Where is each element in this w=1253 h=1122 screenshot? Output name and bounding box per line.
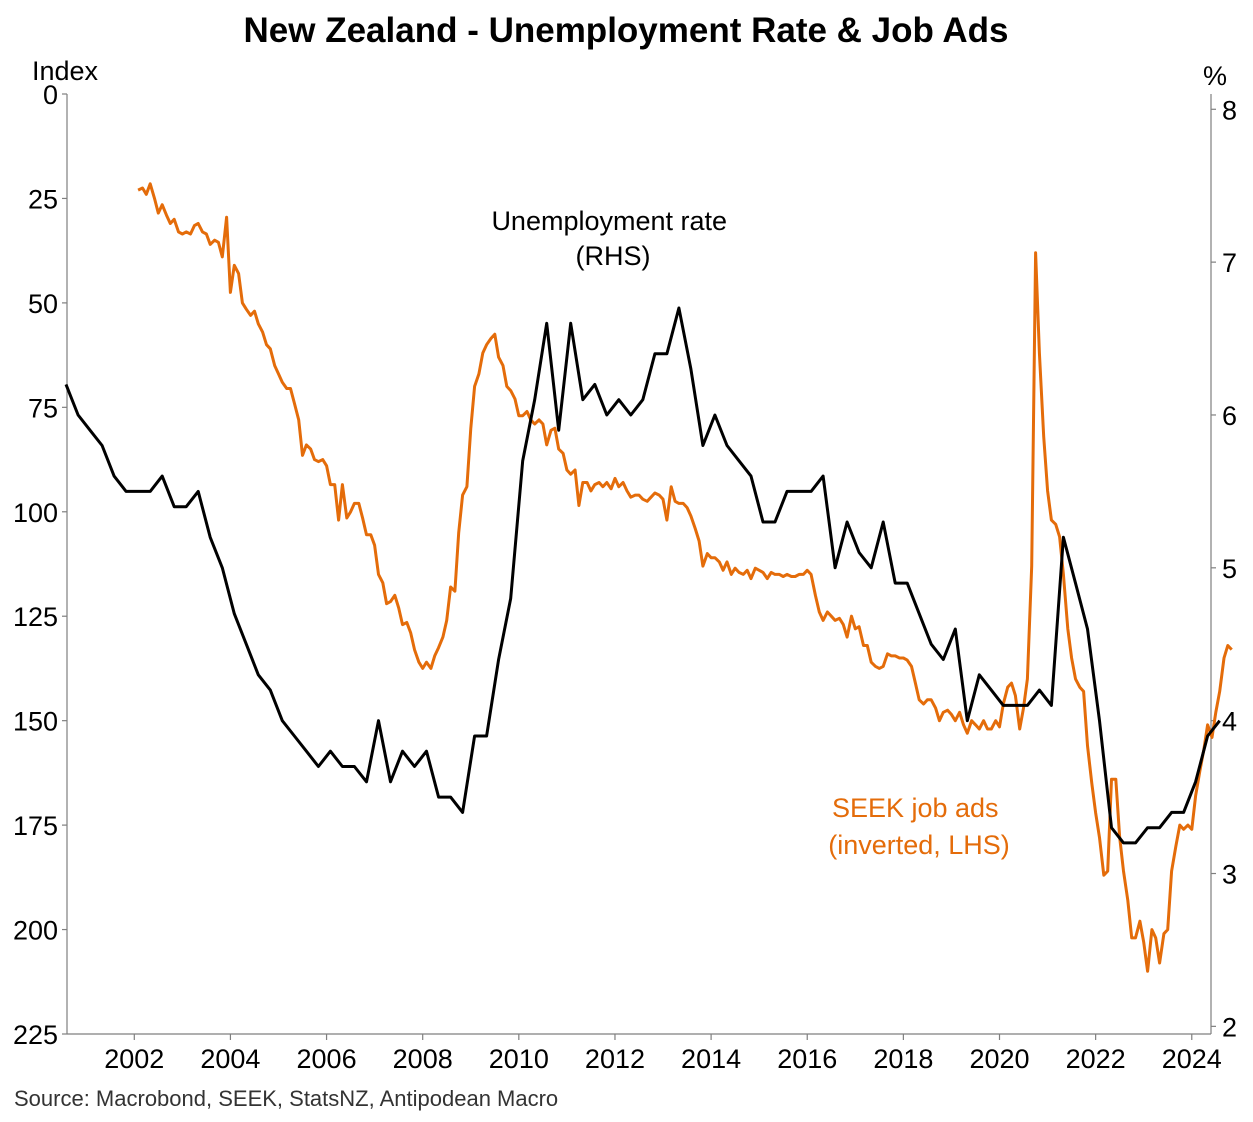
x-tick-label: 2004 bbox=[200, 1044, 260, 1074]
left-tick-label: 50 bbox=[28, 289, 58, 319]
right-tick-label: 5 bbox=[1222, 554, 1237, 584]
right-tick-label: 4 bbox=[1222, 707, 1237, 737]
unemployment-annotation-line1: Unemployment rate bbox=[491, 206, 727, 236]
seek-annotation-line2: (inverted, LHS) bbox=[828, 830, 1010, 860]
left-tick-label: 25 bbox=[28, 184, 58, 214]
x-tick-label: 2018 bbox=[873, 1044, 933, 1074]
left-tick-label: 75 bbox=[28, 393, 58, 423]
seek-job-ads-line bbox=[137, 182, 1233, 973]
left-axis-ticks: 0 25 50 75 100 125 150 175 200 225 bbox=[13, 80, 67, 1050]
right-tick-label: 8 bbox=[1222, 95, 1237, 125]
x-tick-label: 2020 bbox=[969, 1044, 1029, 1074]
right-axis-ticks: 2 3 4 5 6 7 8 bbox=[1211, 95, 1237, 1042]
left-tick-label: 125 bbox=[13, 602, 58, 632]
x-tick-label: 2024 bbox=[1162, 1044, 1222, 1074]
unemployment-rate-line bbox=[64, 306, 1221, 845]
x-axis-ticks: 2002 2004 2006 2008 2010 2012 2014 2016 2018 2020… bbox=[104, 1034, 1222, 1074]
unemployment-annotation-line2: (RHS) bbox=[576, 241, 651, 271]
chart-title: New Zealand - Unemployment Rate & Job Ad… bbox=[244, 11, 1009, 50]
left-tick-label: 225 bbox=[13, 1020, 58, 1050]
left-tick-label: 200 bbox=[13, 916, 58, 946]
right-tick-label: 3 bbox=[1222, 860, 1237, 890]
left-tick-label: 175 bbox=[13, 811, 58, 841]
left-tick-label: 100 bbox=[13, 498, 58, 528]
unemployment-annotation: Unemployment rate (RHS) bbox=[491, 206, 734, 271]
x-tick-label: 2010 bbox=[489, 1044, 549, 1074]
source-note: Source: Macrobond, SEEK, StatsNZ, Antipo… bbox=[14, 1086, 558, 1111]
x-tick-label: 2012 bbox=[585, 1044, 645, 1074]
x-tick-label: 2016 bbox=[777, 1044, 837, 1074]
left-tick-label: 0 bbox=[43, 80, 58, 110]
right-tick-label: 7 bbox=[1222, 248, 1237, 278]
x-tick-label: 2022 bbox=[1066, 1044, 1126, 1074]
x-tick-label: 2006 bbox=[297, 1044, 357, 1074]
x-tick-label: 2002 bbox=[104, 1044, 164, 1074]
right-tick-label: 6 bbox=[1222, 401, 1237, 431]
seek-annotation: SEEK job ads (inverted, LHS) bbox=[828, 793, 1010, 860]
left-axis-unit: Index bbox=[32, 56, 99, 86]
seek-annotation-line1: SEEK job ads bbox=[832, 793, 999, 823]
x-tick-label: 2008 bbox=[393, 1044, 453, 1074]
left-tick-label: 150 bbox=[13, 707, 58, 737]
right-axis-unit: % bbox=[1203, 61, 1227, 91]
x-tick-label: 2014 bbox=[681, 1044, 741, 1074]
right-tick-label: 2 bbox=[1222, 1012, 1237, 1042]
